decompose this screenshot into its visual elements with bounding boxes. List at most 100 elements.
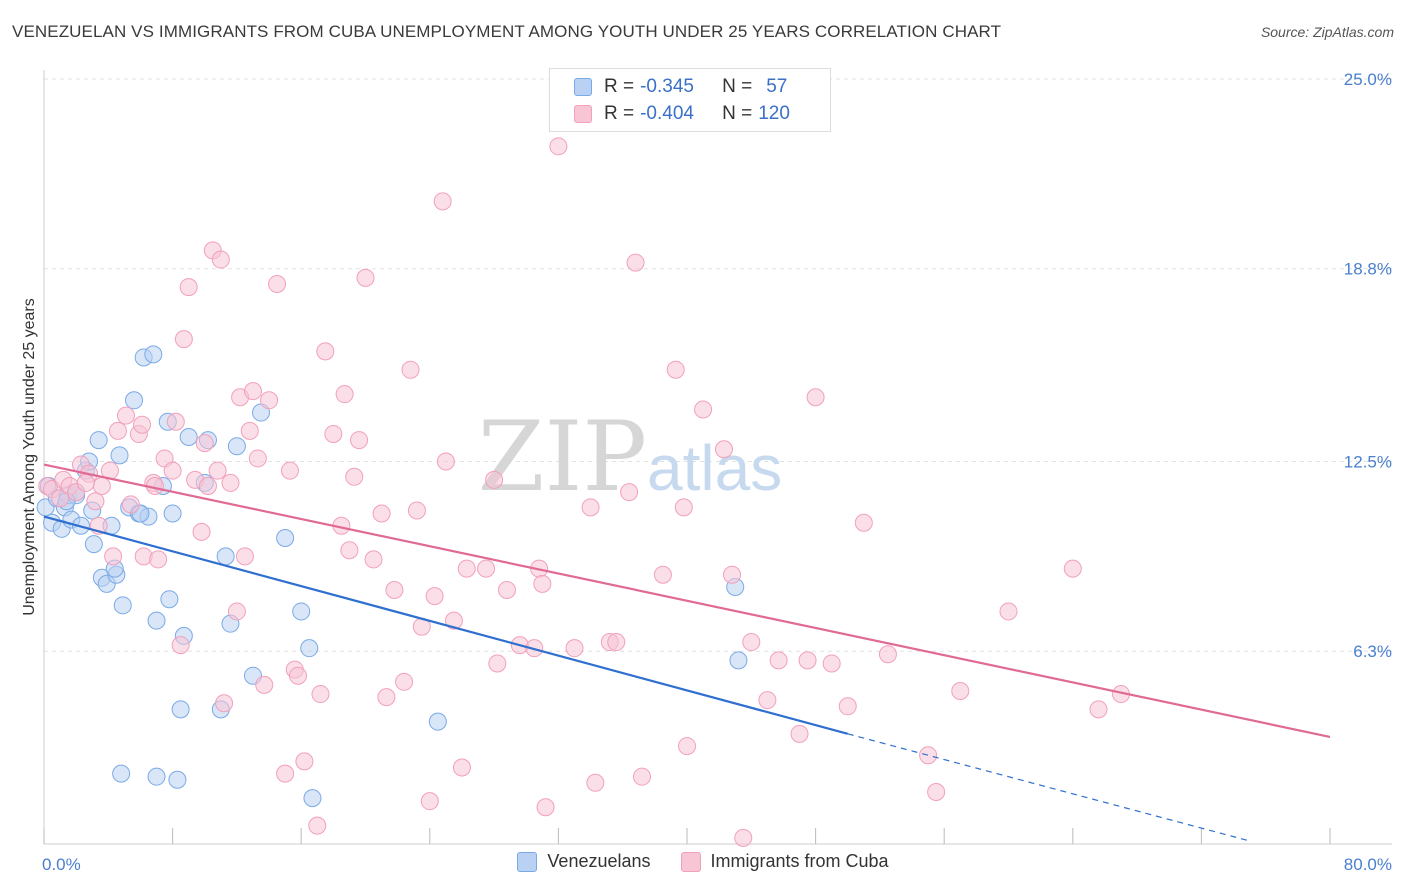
data-point — [248, 449, 267, 468]
legend-r-value: -0.404 — [640, 103, 694, 124]
data-point — [806, 388, 825, 407]
data-point — [311, 685, 330, 704]
data-point — [198, 476, 217, 495]
legend-swatch-blue — [517, 851, 538, 872]
legend-n-label: N = — [722, 103, 753, 124]
data-point — [133, 415, 152, 434]
data-point — [76, 473, 95, 492]
data-point — [215, 694, 234, 713]
data-point — [335, 385, 354, 404]
data-point — [51, 489, 70, 508]
data-point — [694, 400, 713, 419]
data-point — [838, 697, 857, 716]
data-point — [260, 391, 279, 410]
data-point — [147, 767, 166, 786]
trend-line-1 — [43, 463, 1331, 738]
tick-labels: 6.3% 12.5% 18.8% 25.0% 0.0% 80.0% — [42, 70, 1392, 874]
legend-r-value: -0.345 — [640, 76, 694, 97]
data-point — [436, 452, 455, 471]
data-point — [121, 495, 140, 514]
data-point — [395, 672, 414, 691]
data-point — [208, 461, 227, 480]
legend-swatch-blue — [574, 78, 592, 96]
data-point — [221, 473, 240, 492]
series-legend: Venezuelans Immigrants from Cuba — [0, 851, 1406, 872]
data-point — [477, 559, 496, 578]
data-point — [350, 431, 369, 450]
data-point — [295, 752, 314, 771]
legend-label-venezuelans: Venezuelans — [547, 851, 651, 871]
data-point — [607, 633, 626, 652]
data-point — [1089, 700, 1108, 719]
legend-n-label: N = — [722, 76, 753, 97]
data-point — [626, 253, 645, 272]
data-point — [488, 654, 507, 673]
data-point — [86, 492, 105, 511]
data-point — [533, 574, 552, 593]
legend-swatch-pink — [574, 105, 592, 123]
data-point — [581, 498, 600, 517]
watermark-zip: ZIPatlas — [478, 401, 782, 513]
data-point — [255, 675, 274, 694]
trend-extension-0 — [847, 733, 1250, 842]
data-point — [565, 639, 584, 658]
data-point — [385, 581, 404, 600]
data-point — [433, 192, 452, 211]
data-point — [288, 666, 307, 685]
data-point — [276, 529, 295, 547]
data-point — [999, 602, 1018, 621]
data-point — [678, 737, 696, 756]
data-point — [364, 550, 383, 569]
data-point — [790, 724, 809, 743]
data-point — [377, 688, 396, 707]
data-point — [171, 700, 190, 719]
data-point — [674, 498, 693, 517]
data-point — [452, 758, 471, 777]
data-point — [356, 268, 375, 287]
data-point — [160, 590, 179, 609]
data-point — [92, 476, 111, 495]
axes — [43, 70, 1392, 845]
correlation-legend: R = -0.345 N = 57 R = -0.404 N = 120 — [549, 68, 831, 132]
data-point — [108, 421, 127, 440]
data-point — [216, 547, 235, 566]
data-point — [340, 541, 359, 560]
data-point — [632, 767, 651, 786]
data-point — [280, 461, 299, 480]
data-point — [536, 798, 555, 817]
data-point — [84, 535, 103, 554]
data-point — [345, 467, 364, 486]
data-point — [372, 504, 391, 523]
data-point — [769, 651, 788, 670]
data-point — [723, 565, 742, 584]
data-point — [110, 446, 129, 465]
legend-row-venezuelans: R = -0.345 N = 57 — [574, 75, 787, 99]
legend-n-value: 57 — [766, 76, 788, 97]
data-point — [268, 275, 287, 294]
data-point — [758, 691, 777, 710]
data-point — [951, 682, 970, 700]
legend-r-label: R = — [604, 103, 635, 124]
source-label: Source: ZipAtlas.com — [1260, 24, 1394, 40]
data-point — [227, 437, 246, 456]
data-point — [179, 278, 198, 297]
legend-label-cuba: Immigrants from Cuba — [710, 851, 889, 871]
data-point — [227, 602, 246, 621]
data-point — [1063, 559, 1082, 578]
legend-r-label: R = — [604, 76, 635, 97]
y-tick-label: 6.3% — [1353, 642, 1392, 661]
data-point — [714, 440, 733, 459]
data-point — [192, 522, 211, 541]
data-point — [179, 428, 198, 447]
data-point — [303, 789, 322, 808]
data-point — [457, 559, 476, 578]
data-point — [428, 712, 447, 731]
data-point — [798, 651, 817, 670]
data-point — [497, 581, 516, 600]
data-point — [586, 773, 605, 792]
data-point — [653, 565, 672, 584]
data-point — [444, 611, 463, 630]
data-point — [243, 382, 262, 401]
data-point — [485, 470, 504, 489]
